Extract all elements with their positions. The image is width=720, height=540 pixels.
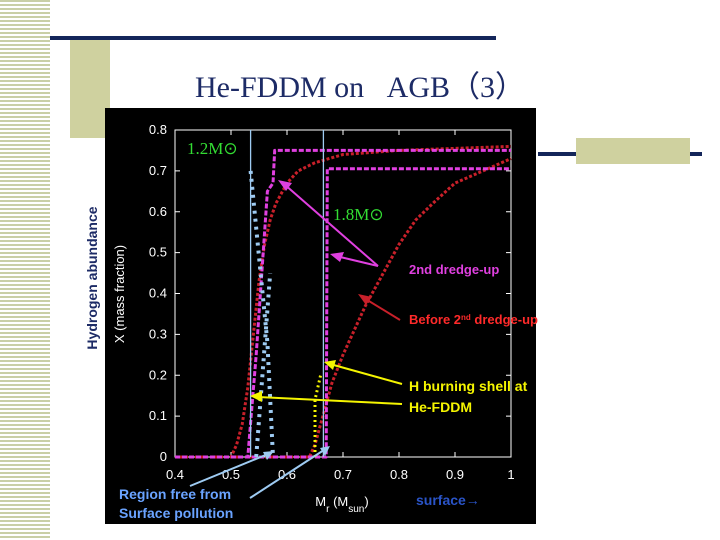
arrow-2nd-dredge-18 <box>335 255 379 267</box>
series-line-7 <box>254 272 273 458</box>
label-region-free-line1: Region free from <box>119 486 231 502</box>
mass-label-12: 1.2M⊙ <box>187 139 238 158</box>
arrowhead-region-18 <box>320 446 330 456</box>
arrowhead-2nd-18 <box>330 252 344 262</box>
label-surface: surface→ <box>416 492 480 508</box>
label-region-free-line2: Surface pollution <box>119 505 233 521</box>
x-tick-label-6: 1 <box>507 467 514 482</box>
label-before-dredge-up: Before 2nd dredge-up <box>409 312 538 327</box>
x-tick-label-0: 0.4 <box>166 467 184 482</box>
arrowhead-h-18 <box>324 360 336 370</box>
arrow-h-burning-12 <box>257 396 403 405</box>
arrow-region-free-18 <box>249 449 325 499</box>
annotation-arrows <box>189 180 403 499</box>
slide-title: He-FDDM on AGB（3） <box>195 71 525 104</box>
olive-accent-block-right <box>576 138 690 164</box>
x-tick-label-4: 0.8 <box>390 467 408 482</box>
mass-label-18: 1.8M⊙ <box>333 205 384 224</box>
arrowhead-before <box>358 294 372 305</box>
y-tick-label-4: 0.4 <box>149 286 167 301</box>
arrowhead-2nd-12 <box>278 180 292 191</box>
series-line-3 <box>175 167 511 459</box>
y-tick-label-6: 0.6 <box>149 204 167 219</box>
y-tick-label-0: 0 <box>160 449 167 464</box>
decorative-stripe-bar <box>0 0 50 540</box>
y-tick-label-1: 0.1 <box>149 408 167 423</box>
label-2nd-dredge-up: 2nd dredge-up <box>409 262 499 277</box>
arrow-h-burning-18 <box>329 363 403 385</box>
x-tick-label-5: 0.9 <box>446 467 464 482</box>
x-tick-label-3: 0.7 <box>334 467 352 482</box>
y-tick-label-2: 0.2 <box>149 367 167 382</box>
y-axis-title: X (mass fraction) <box>112 245 127 343</box>
y-tick-label-5: 0.5 <box>149 245 167 260</box>
arrow-region-free-12 <box>189 453 269 487</box>
series-line-0 <box>175 144 512 459</box>
tick-marks <box>174 129 512 458</box>
olive-accent-block-left <box>70 40 110 138</box>
y-tick-label-7: 0.7 <box>149 163 167 178</box>
x-tick-labels: 0.40.50.60.70.80.91 <box>166 467 515 482</box>
y-tick-label-3: 0.3 <box>149 326 167 341</box>
arrow-2nd-dredge-12 <box>283 183 379 267</box>
y-tick-labels: 0 0.1 0.2 0.3 0.4 0.5 0.6 0.7 0.8 <box>149 122 167 464</box>
label-h-burning-line2: He-FDDM <box>409 399 472 415</box>
title-rule-top <box>50 36 496 40</box>
arrow-before-dredge <box>363 297 401 321</box>
y-tick-label-8: 0.8 <box>149 122 167 137</box>
chart-panel-background <box>105 108 536 524</box>
series-line-1 <box>175 157 512 459</box>
label-h-burning-line1: H burning shell at <box>409 378 528 394</box>
arrowhead-region-12 <box>263 451 274 460</box>
arrowhead-h-12 <box>250 391 262 402</box>
chart-series <box>175 130 512 459</box>
